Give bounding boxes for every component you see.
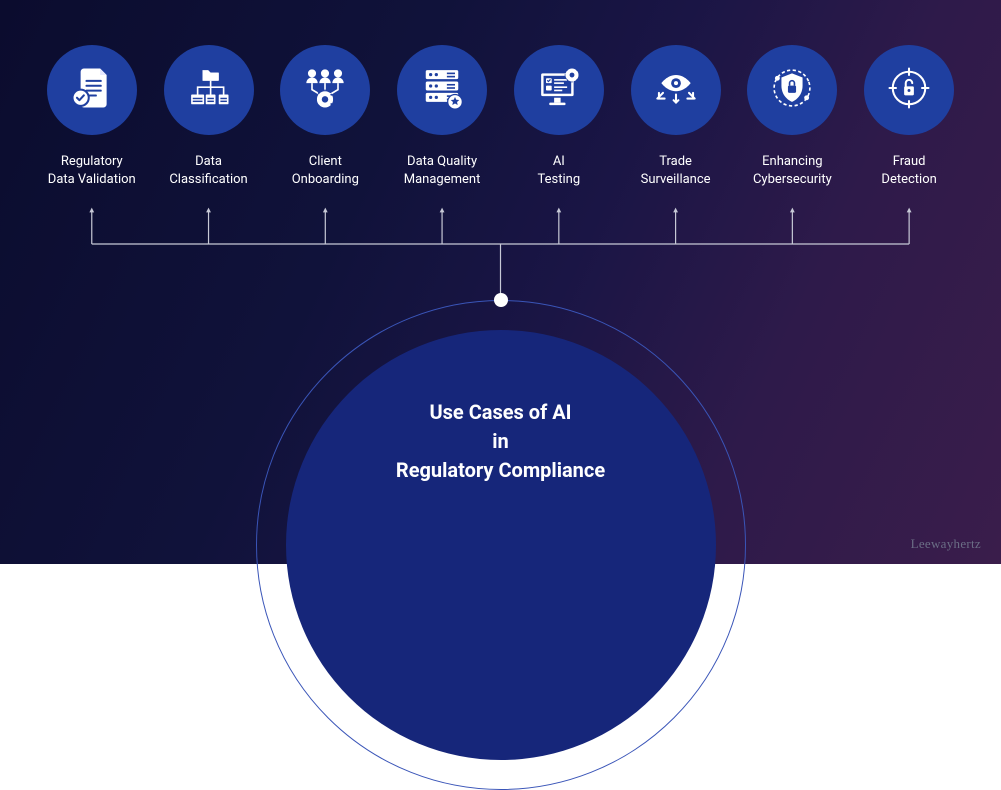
item-circle bbox=[747, 45, 837, 135]
use-case-item: FraudDetection bbox=[854, 45, 964, 188]
item-label: RegulatoryData Validation bbox=[48, 153, 136, 188]
use-case-row: RegulatoryData Validation bbox=[0, 45, 1001, 188]
item-circle bbox=[631, 45, 721, 135]
people-gear-icon bbox=[299, 62, 351, 118]
item-label: FraudDetection bbox=[881, 153, 936, 188]
item-label: AITesting bbox=[538, 153, 581, 188]
use-case-item: AITesting bbox=[504, 45, 614, 188]
server-star-icon bbox=[416, 62, 468, 118]
item-label: Data QualityManagement bbox=[404, 153, 481, 188]
use-case-item: ClientOnboarding bbox=[270, 45, 380, 188]
inner-circle: Use Cases of AIinRegulatory Compliance bbox=[286, 330, 716, 760]
item-circle bbox=[280, 45, 370, 135]
document-check-icon bbox=[66, 62, 118, 118]
item-circle bbox=[47, 45, 137, 135]
monitor-gear-icon bbox=[533, 62, 585, 118]
use-case-item: RegulatoryData Validation bbox=[37, 45, 147, 188]
item-circle bbox=[514, 45, 604, 135]
item-circle bbox=[864, 45, 954, 135]
folder-tree-icon bbox=[183, 62, 235, 118]
use-case-item: EnhancingCybersecurity bbox=[737, 45, 847, 188]
shield-lock-icon bbox=[766, 62, 818, 118]
main-title: Use Cases of AIinRegulatory Compliance bbox=[396, 398, 605, 485]
target-lock-icon bbox=[883, 62, 935, 118]
attribution-text: Leewayhertz bbox=[911, 536, 981, 552]
item-label: DataClassification bbox=[169, 153, 247, 188]
item-circle bbox=[164, 45, 254, 135]
connector-node-dot bbox=[494, 293, 508, 307]
item-label: TradeSurveillance bbox=[641, 153, 711, 188]
item-label: EnhancingCybersecurity bbox=[753, 153, 832, 188]
eye-arrows-icon bbox=[650, 62, 702, 118]
item-circle bbox=[397, 45, 487, 135]
item-label: ClientOnboarding bbox=[292, 153, 359, 188]
main-circle: Use Cases of AIinRegulatory Compliance bbox=[256, 300, 746, 790]
use-case-item: Data QualityManagement bbox=[387, 45, 497, 188]
use-case-item: DataClassification bbox=[154, 45, 264, 188]
use-case-item: TradeSurveillance bbox=[621, 45, 731, 188]
